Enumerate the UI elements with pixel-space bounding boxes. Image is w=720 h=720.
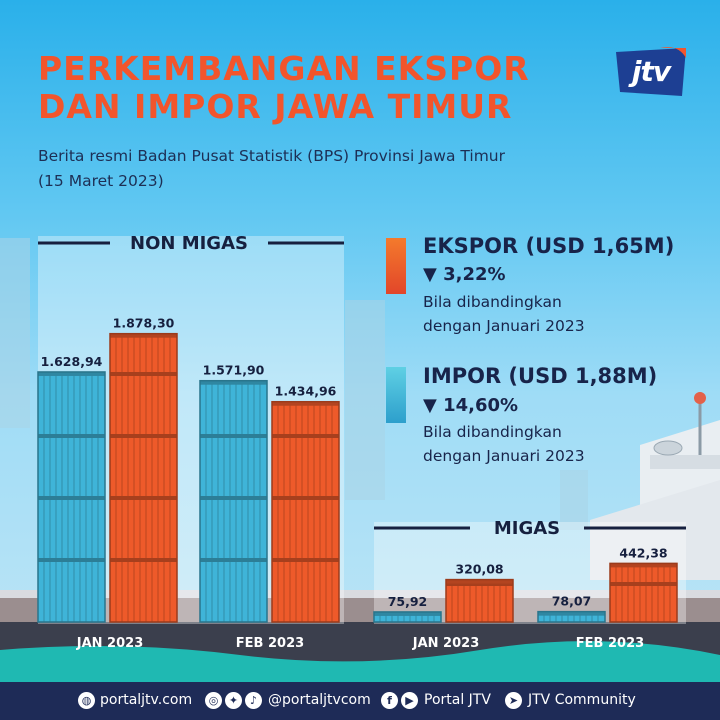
migas-bar <box>537 610 606 623</box>
footer-website[interactable]: portaljtv.com <box>100 692 193 708</box>
migas-category-label: FEB 2023 <box>576 636 644 651</box>
migas-value-label: 320,08 <box>455 562 503 577</box>
impor-legend-change: ▼ 14,60% <box>423 395 519 416</box>
non-migas-value-label: 1.878,30 <box>113 316 175 331</box>
sea-water <box>0 641 720 690</box>
non-migas-category-label: FEB 2023 <box>236 636 304 651</box>
footer-band <box>0 682 720 720</box>
ekspor-legend-note-line2: dengan Januari 2023 <box>423 317 585 335</box>
footer-telegram[interactable]: JTV Community <box>528 692 636 708</box>
instagram-icon[interactable]: ◎ <box>205 692 222 709</box>
footer-social-handle[interactable]: @portaljtvcom <box>268 692 371 708</box>
youtube-icon[interactable]: ▶ <box>401 692 418 709</box>
city-skyline <box>0 238 588 530</box>
subtitle-line1: Berita resmi Badan Pusat Statistik (BPS)… <box>38 147 505 165</box>
non-migas-bar <box>109 332 178 623</box>
migas-value-label: 78,07 <box>552 594 592 609</box>
ekspor-legend-swatch <box>386 238 406 294</box>
migas-bar <box>609 562 678 623</box>
ship-bridge <box>590 392 720 580</box>
impor-legend-swatch <box>386 367 406 423</box>
twitter-icon[interactable]: ✦ <box>225 692 242 709</box>
migas-value-label: 75,92 <box>388 594 428 609</box>
migas-bar <box>373 611 442 623</box>
jtv-logo: jtv <box>612 46 690 98</box>
logo-text: jtv <box>631 55 671 88</box>
non-migas-bar <box>199 379 268 623</box>
non-migas-title: NON MIGAS <box>130 233 248 254</box>
ekspor-legend-note-line1: Bila dibandingkan <box>423 293 562 311</box>
non-migas-value-label: 1.571,90 <box>203 363 265 378</box>
impor-legend-note-line1: Bila dibandingkan <box>423 423 562 441</box>
ekspor-legend-change: ▼ 3,22% <box>423 264 506 285</box>
telegram-icon[interactable]: ➤ <box>505 692 522 709</box>
ekspor-legend-title: EKSPOR (USD 1,65M) <box>423 234 675 258</box>
deck-rail <box>0 590 720 598</box>
facebook-icon[interactable]: f <box>381 692 398 709</box>
title-line1: PERKEMBANGAN EKSPOR <box>38 49 530 88</box>
non-migas-bar <box>37 371 106 623</box>
migas-title: MIGAS <box>494 518 560 539</box>
migas-bar <box>445 578 514 623</box>
footer-portal-jtv[interactable]: Portal JTV <box>424 692 491 708</box>
impor-legend-note-line2: dengan Januari 2023 <box>423 447 585 465</box>
impor-legend-title: IMPOR (USD 1,88M) <box>423 364 658 388</box>
non-migas-category-label: JAN 2023 <box>76 636 144 651</box>
migas-value-label: 442,38 <box>619 545 667 560</box>
footer: ◍ portaljtv.com ◎ ✦ ♪ @portaljtvcom f ▶ … <box>0 682 720 720</box>
migas-category-label: JAN 2023 <box>412 636 480 651</box>
non-migas-value-label: 1.434,96 <box>275 384 337 399</box>
globe-icon: ◍ <box>78 692 95 709</box>
tiktok-icon[interactable]: ♪ <box>245 692 262 709</box>
title-line2: DAN IMPOR JAWA TIMUR <box>38 87 513 126</box>
non-migas-value-label: 1.628,94 <box>41 354 103 369</box>
non-migas-bar <box>271 400 340 623</box>
subtitle-line2: (15 Maret 2023) <box>38 172 164 190</box>
